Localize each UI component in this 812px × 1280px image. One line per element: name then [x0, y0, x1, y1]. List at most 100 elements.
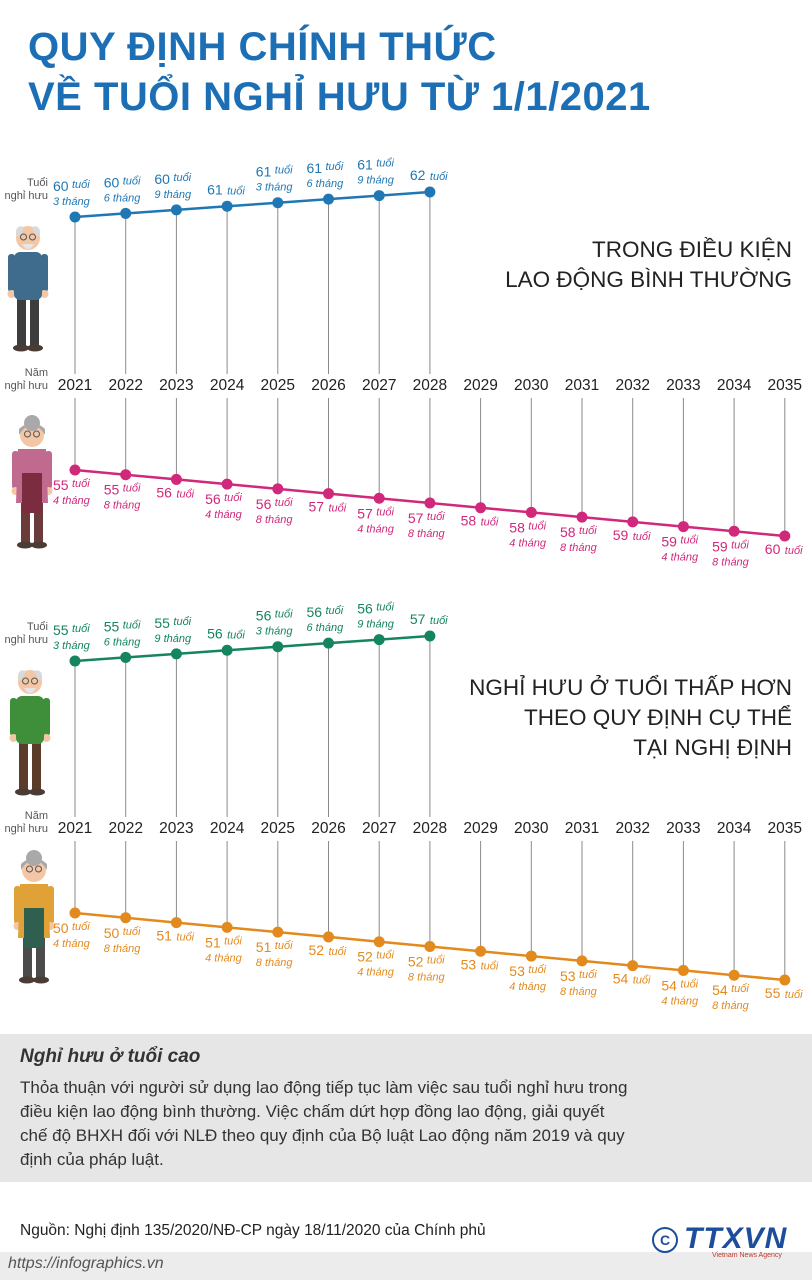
chart-title: TRONG ĐIỀU KIỆN: [592, 237, 792, 262]
data-label: 3 tháng: [53, 196, 91, 208]
data-point-female: [677, 964, 689, 976]
x-tick-label: 2024: [210, 377, 245, 394]
x-tick-label: 2028: [413, 820, 447, 837]
data-label: tuổi: [326, 605, 344, 617]
data-label: tuổi: [528, 964, 546, 976]
data-label: tuổi: [680, 535, 698, 547]
data-point-male: [69, 655, 81, 667]
chart-title: LAO ĐỘNG BÌNH THƯỜNG: [505, 267, 792, 292]
x-tick-label: 2033: [666, 820, 700, 837]
info-title: Nghỉ hưu ở tuổi cao: [20, 1046, 201, 1067]
data-label: 58: [509, 519, 525, 535]
data-label: 56: [256, 608, 272, 624]
data-point-female: [69, 907, 81, 919]
data-label: 54: [613, 971, 629, 987]
data-point-female: [525, 506, 537, 518]
data-point-female: [170, 473, 182, 485]
x-tick-label: 2025: [261, 820, 295, 837]
data-label: tuổi: [633, 975, 651, 987]
data-label: 58: [560, 524, 576, 540]
data-label: tuổi: [376, 506, 394, 518]
chart-title: NGHỈ HƯU Ở TUỔI THẤP HƠN: [469, 675, 792, 700]
x-tick-label: 2032: [615, 377, 649, 394]
data-label: 3 tháng: [256, 626, 294, 638]
data-point-male: [323, 193, 334, 205]
ttxvn-logo: TTXVN: [684, 1222, 788, 1255]
data-label: tuổi: [481, 960, 499, 972]
data-label: 56: [205, 491, 221, 507]
x-tick-label: 2034: [717, 377, 752, 394]
data-label: 4 tháng: [205, 952, 243, 964]
data-label: tuổi: [72, 623, 90, 635]
data-point-male: [323, 637, 334, 649]
data-label: 8 tháng: [256, 957, 294, 969]
x-tick-label: 2021: [58, 377, 92, 394]
data-label: 50: [53, 920, 69, 936]
data-label: 56: [307, 604, 323, 620]
x-tick-label: 2029: [463, 377, 497, 394]
data-point-male: [120, 651, 132, 663]
chart-title: THEO QUY ĐỊNH CỤ THỂ: [524, 705, 792, 730]
data-label: tuổi: [123, 175, 141, 187]
data-label: 61: [256, 164, 272, 180]
data-point-male: [221, 200, 233, 212]
data-label: tuổi: [275, 940, 293, 952]
data-point-female: [576, 511, 588, 523]
data-label: 52: [408, 954, 424, 970]
data-label: 8 tháng: [104, 500, 142, 512]
data-label: 6 tháng: [307, 178, 345, 190]
data-label: 58: [461, 513, 477, 529]
data-point-female: [728, 525, 740, 537]
data-label: 4 tháng: [357, 523, 395, 535]
data-label: tuổi: [430, 171, 448, 183]
data-point-female: [627, 960, 639, 972]
data-label: 4 tháng: [661, 995, 699, 1007]
data-point-female: [221, 478, 233, 490]
data-label: 4 tháng: [509, 537, 547, 549]
data-label: 57: [408, 510, 424, 526]
x-tick-label: 2033: [666, 377, 700, 394]
x-tick-label: 2035: [768, 820, 802, 837]
data-point-female: [779, 530, 791, 542]
title-line-1: QUY ĐỊNH CHÍNH THỨC: [28, 25, 497, 69]
data-label: tuổi: [329, 946, 347, 958]
data-label: 61: [357, 157, 373, 173]
footer-link[interactable]: https://infographics.vn: [8, 1255, 164, 1272]
data-label: tuổi: [173, 616, 191, 628]
x-tick-label: 2032: [615, 820, 649, 837]
data-label: 4 tháng: [53, 495, 91, 507]
data-label: 59: [661, 534, 677, 550]
data-label: tuổi: [731, 983, 749, 995]
data-label: 53: [509, 963, 525, 979]
data-point-female: [272, 483, 284, 495]
data-label: 50: [104, 925, 120, 941]
old-woman-figure: [11, 415, 53, 549]
data-point-female: [221, 921, 233, 933]
data-point-female: [170, 917, 182, 929]
data-point-male: [170, 204, 182, 216]
data-label: 61: [207, 181, 223, 197]
data-label: 4 tháng: [509, 981, 547, 993]
data-label: tuổi: [376, 950, 394, 962]
data-label: tuổi: [224, 935, 242, 947]
data-point-male: [424, 630, 436, 642]
data-label: 8 tháng: [560, 542, 598, 554]
data-point-female: [424, 497, 436, 509]
x-tick-label: 2027: [362, 377, 396, 394]
data-label: tuổi: [72, 179, 90, 191]
data-label: 8 tháng: [408, 972, 446, 984]
page-title: QUY ĐỊNH CHÍNH THỨC VỀ TUỔI NGHỈ HƯU TỪ …: [28, 22, 651, 122]
data-label: 6 tháng: [104, 636, 142, 648]
x-tick-label: 2029: [463, 820, 497, 837]
data-label: tuổi: [528, 520, 546, 532]
data-label: 57: [309, 499, 325, 515]
data-point-male: [272, 641, 284, 653]
x-tick-label: 2024: [210, 820, 245, 837]
x-tick-label: 2027: [362, 820, 396, 837]
data-label: 8 tháng: [712, 1000, 750, 1012]
x-axis-label: nghỉ hưu: [5, 823, 48, 835]
data-point-female: [323, 488, 334, 500]
data-label: tuổi: [731, 539, 749, 551]
data-point-female: [120, 912, 132, 924]
